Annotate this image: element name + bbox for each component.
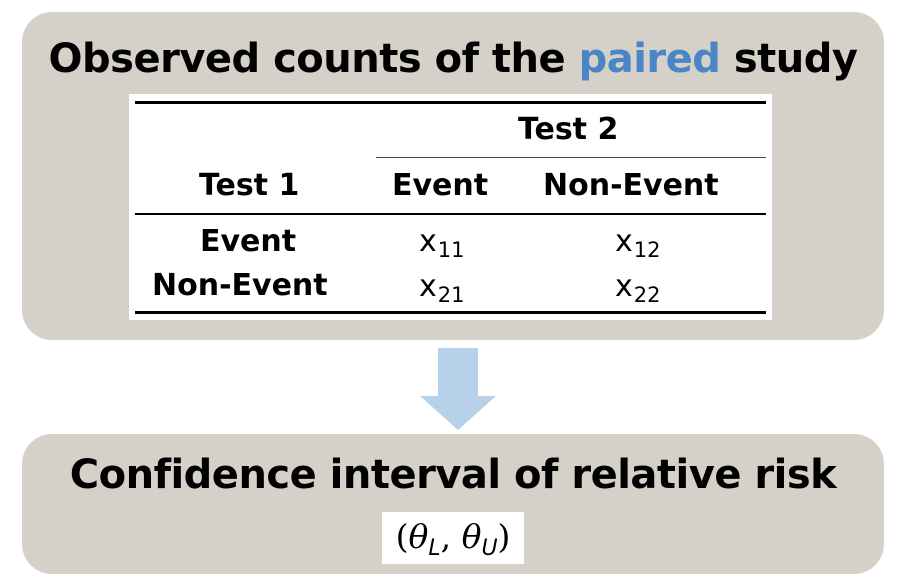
table-top-rule	[135, 101, 766, 104]
title-text-after: study	[733, 36, 858, 82]
title-highlight-paired: paired	[578, 36, 721, 82]
table-mid-rule	[135, 213, 766, 215]
ci-formula: (θL, θU)	[395, 517, 511, 561]
ci-formula-box: (θL, θU)	[382, 512, 524, 564]
col-header-non-event: Non-Event	[543, 168, 719, 203]
cell-x12: x12	[615, 224, 661, 262]
down-arrow-shape	[420, 348, 496, 430]
col-header-event: Event	[392, 168, 489, 203]
test2-header: Test 2	[518, 112, 619, 147]
observed-counts-panel: Observed counts of the paired study Test…	[22, 12, 884, 340]
observed-counts-title: Observed counts of the paired study	[22, 36, 884, 82]
confidence-interval-title: Confidence interval of relative risk	[69, 452, 837, 498]
row-label-non-event: Non-Event	[152, 268, 328, 303]
contingency-table: Test 2 Test 1 Event Non-Event Event x11 …	[129, 94, 772, 320]
title-text-before: Observed counts of the	[48, 36, 566, 82]
test2-underline	[376, 157, 766, 158]
cell-x22: x22	[615, 269, 661, 307]
test1-header: Test 1	[199, 168, 300, 203]
table-bottom-rule	[135, 311, 766, 314]
row-label-event: Event	[200, 224, 297, 259]
down-arrow-icon	[420, 348, 496, 430]
cell-x11: x11	[419, 224, 465, 262]
cell-x21: x21	[419, 269, 465, 307]
